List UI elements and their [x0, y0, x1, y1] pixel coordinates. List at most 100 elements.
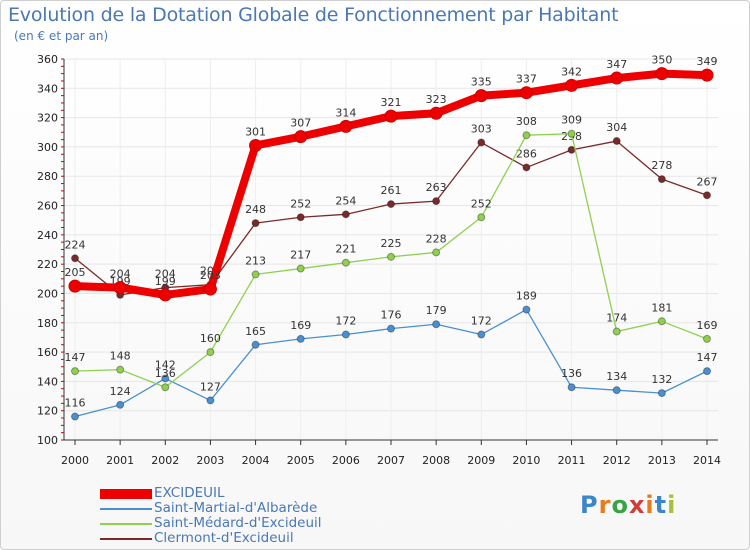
data-label-saint-martial-d-albar-de: 134: [606, 370, 627, 383]
data-point-saint-martial-d-albar-de: [251, 340, 260, 349]
y-tick-label: 240: [37, 229, 58, 242]
x-tick-label: 2001: [106, 454, 134, 467]
data-label-excideuil: 203: [200, 269, 221, 282]
data-point-clermont-d-excideuil: [612, 137, 621, 146]
data-label-excideuil: 199: [155, 275, 176, 288]
data-point-clermont-d-excideuil: [341, 210, 350, 219]
legend-item: Clermont-d'Excideuil: [100, 531, 322, 546]
data-label-clermont-d-excideuil: 303: [471, 123, 492, 136]
data-label-clermont-d-excideuil: 252: [290, 197, 311, 210]
data-label-clermont-d-excideuil: 261: [381, 184, 402, 197]
data-label-saint-m-dard-d-excideuil: 225: [381, 237, 402, 250]
data-label-excideuil: 350: [651, 54, 672, 67]
data-point-excideuil: [655, 67, 669, 81]
data-point-saint-martial-d-albar-de: [703, 367, 711, 376]
data-point-excideuil: [384, 109, 398, 123]
data-point-clermont-d-excideuil: [522, 163, 531, 172]
data-label-excideuil: 307: [290, 117, 311, 130]
y-tick-label: 340: [37, 82, 58, 95]
y-tick-label: 320: [37, 112, 58, 125]
data-point-clermont-d-excideuil: [657, 175, 666, 184]
data-point-saint-martial-d-albar-de: [161, 374, 170, 383]
data-point-excideuil: [158, 288, 172, 302]
y-tick-label: 260: [37, 200, 58, 213]
x-tick-label: 2013: [648, 454, 676, 467]
data-label-clermont-d-excideuil: 263: [426, 181, 447, 194]
legend-label: Saint-Martial-d'Albarède: [154, 500, 318, 516]
data-point-saint-martial-d-albar-de: [567, 383, 576, 392]
data-point-saint-m-dard-d-excideuil: [251, 270, 260, 279]
data-label-saint-martial-d-albar-de: 147: [697, 351, 718, 364]
x-tick-label: 2009: [467, 454, 495, 467]
data-label-saint-martial-d-albar-de: 172: [335, 314, 356, 327]
data-point-saint-m-dard-d-excideuil: [612, 327, 621, 336]
data-point-clermont-d-excideuil: [251, 219, 260, 228]
data-point-saint-m-dard-d-excideuil: [703, 334, 711, 343]
data-label-saint-m-dard-d-excideuil: 213: [245, 254, 266, 267]
y-tick-label: 120: [37, 405, 58, 418]
x-tick-label: 2014: [693, 454, 721, 467]
legend-swatch: [100, 537, 152, 540]
data-label-saint-m-dard-d-excideuil: 217: [290, 249, 311, 262]
data-point-saint-m-dard-d-excideuil: [341, 258, 350, 267]
y-tick-label: 200: [37, 287, 58, 300]
chart-title: Evolution de la Dotation Globale de Fonc…: [8, 4, 619, 26]
data-label-saint-martial-d-albar-de: 172: [471, 314, 492, 327]
data-label-saint-martial-d-albar-de: 165: [245, 325, 266, 338]
data-label-excideuil: 337: [516, 73, 537, 86]
data-label-saint-m-dard-d-excideuil: 160: [200, 332, 221, 345]
data-label-saint-m-dard-d-excideuil: 147: [65, 351, 86, 364]
x-tick-label: 2000: [61, 454, 89, 467]
y-tick-label: 140: [37, 375, 58, 388]
legend-item: Saint-Martial-d'Albarède: [100, 501, 322, 516]
data-label-excideuil: 342: [561, 65, 582, 78]
legend-swatch: [100, 507, 152, 510]
x-tick-label: 2005: [287, 454, 315, 467]
x-tick-label: 2002: [151, 454, 179, 467]
data-label-saint-m-dard-d-excideuil: 174: [606, 312, 627, 325]
data-label-saint-martial-d-albar-de: 179: [426, 304, 447, 317]
data-point-excideuil: [203, 282, 217, 296]
data-point-excideuil: [429, 106, 443, 120]
data-label-saint-martial-d-albar-de: 142: [155, 358, 176, 371]
data-point-saint-martial-d-albar-de: [387, 324, 395, 333]
data-point-clermont-d-excideuil: [296, 213, 305, 222]
data-point-saint-martial-d-albar-de: [341, 330, 350, 339]
data-point-excideuil: [565, 78, 579, 92]
data-label-saint-m-dard-d-excideuil: 148: [110, 350, 131, 363]
legend-item: EXCIDEUIL: [100, 486, 322, 501]
logo-letter: P: [580, 491, 599, 519]
data-label-saint-martial-d-albar-de: 132: [651, 373, 672, 386]
data-label-saint-m-dard-d-excideuil: 309: [561, 114, 582, 127]
data-point-saint-m-dard-d-excideuil: [432, 248, 441, 257]
x-tick-label: 2011: [558, 454, 586, 467]
data-label-saint-m-dard-d-excideuil: 308: [516, 115, 537, 128]
y-tick-label: 180: [37, 317, 58, 330]
data-point-clermont-d-excideuil: [703, 191, 711, 200]
x-tick-label: 2006: [332, 454, 360, 467]
y-tick-label: 280: [37, 170, 58, 183]
data-point-saint-m-dard-d-excideuil: [522, 131, 531, 140]
data-point-saint-m-dard-d-excideuil: [296, 264, 305, 273]
data-point-saint-m-dard-d-excideuil: [161, 383, 170, 392]
logo-letter: r: [598, 491, 612, 519]
data-label-clermont-d-excideuil: 267: [697, 175, 718, 188]
data-point-saint-m-dard-d-excideuil: [657, 317, 666, 326]
data-label-saint-martial-d-albar-de: 189: [516, 290, 537, 303]
data-label-saint-m-dard-d-excideuil: 221: [335, 243, 356, 256]
y-tick-label: 160: [37, 346, 58, 359]
proxiti-logo: Proxiti: [580, 491, 676, 519]
data-point-excideuil: [249, 138, 263, 152]
data-label-clermont-d-excideuil: 278: [651, 159, 672, 172]
data-point-saint-martial-d-albar-de: [432, 320, 441, 329]
data-point-saint-martial-d-albar-de: [296, 334, 305, 343]
data-point-excideuil: [113, 281, 127, 295]
data-label-saint-martial-d-albar-de: 176: [381, 309, 402, 322]
data-point-clermont-d-excideuil: [71, 254, 79, 263]
data-point-excideuil: [610, 71, 624, 85]
data-label-saint-m-dard-d-excideuil: 136: [155, 367, 176, 380]
legend-label: Saint-Médard-d'Excideuil: [154, 515, 322, 531]
data-point-saint-martial-d-albar-de: [477, 330, 486, 339]
